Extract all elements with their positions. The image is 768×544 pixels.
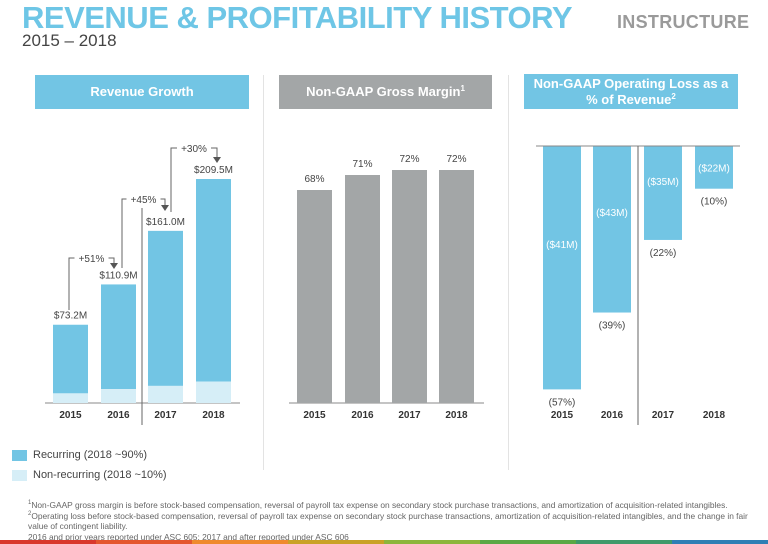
amount-label: ($35M) [647, 177, 679, 188]
bar-operating-loss-2016 [593, 146, 631, 313]
data-label: $110.9M [99, 270, 137, 281]
bar-recurring-2016 [101, 284, 136, 390]
x-tick-label: 2016 [351, 410, 374, 421]
growth-bracket [68, 257, 115, 310]
color-strip [0, 540, 768, 544]
bar-nonrecurring-2018 [196, 381, 231, 403]
x-tick-label: 2015 [551, 410, 574, 421]
growth-label: +30% [181, 144, 207, 155]
x-tick-label: 2018 [202, 410, 225, 421]
x-tick-label: 2017 [652, 410, 675, 421]
bar-operating-loss-2015 [543, 146, 581, 390]
amount-label: ($22M) [698, 163, 730, 174]
data-label: 71% [352, 159, 372, 170]
x-tick-label: 2018 [445, 410, 468, 421]
page-subtitle: 2015 – 2018 [22, 31, 117, 50]
data-label: $161.0M [146, 217, 185, 228]
legend-swatch-nonrecurring [12, 470, 27, 481]
growth-label: +45% [131, 195, 157, 206]
arrow-down-icon [213, 157, 221, 163]
data-label: (10%) [701, 197, 728, 208]
page-title: REVENUE & PROFITABILITY HISTORY [22, 0, 573, 35]
legend-label-nonrecurring: Non-recurring (2018 ~10%) [33, 469, 167, 481]
legend-label-recurring: Recurring (2018 ~90%) [33, 449, 148, 461]
gross-margin-header: Non-GAAP Gross Margin1 [279, 75, 492, 109]
arrow-down-icon [110, 263, 118, 269]
data-label: (39%) [599, 321, 626, 332]
footnote-2: 2Operating loss before stock-based compe… [28, 510, 748, 532]
x-tick-label: 2017 [398, 410, 421, 421]
amount-label: ($43M) [596, 208, 628, 219]
x-tick-label: 2015 [59, 410, 82, 421]
data-label: 72% [446, 154, 466, 165]
data-label: (22%) [650, 248, 677, 259]
growth-bracket [170, 147, 218, 212]
bar-recurring-2017 [148, 230, 183, 386]
bar-recurring-2018 [196, 179, 231, 382]
bar-nonrecurring-2015 [53, 393, 88, 403]
bar-recurring-2015 [53, 324, 88, 394]
footnote-3: 2016 and prior years reported under ASC … [28, 531, 349, 542]
x-tick-label: 2016 [601, 410, 624, 421]
gross-margin-title: Non-GAAP Gross Margin1 [306, 84, 465, 99]
growth-label: +51% [79, 254, 105, 265]
footnote-1: 1Non-GAAP gross margin is before stock-b… [28, 500, 728, 510]
x-tick-label: 2015 [303, 410, 326, 421]
bar-gross-margin-2018 [439, 170, 474, 403]
revenue-growth-header: Revenue Growth [35, 75, 249, 109]
x-tick-label: 2018 [703, 410, 726, 421]
data-label: 72% [399, 154, 419, 165]
brand-logo: INSTRUCTURE [617, 12, 750, 32]
data-label: 68% [304, 174, 324, 185]
footnotes: 1Non-GAAP gross margin is before stock-b… [28, 500, 758, 542]
arrow-down-icon [161, 205, 169, 211]
bar-gross-margin-2016 [345, 175, 380, 403]
charts-canvas: $73.2M 2015 $110.9M 2016 $161.0M 2017 $209.5M 2… [45, 144, 740, 425]
operating-loss-header: Non-GAAP Operating Loss as a% of Revenue… [524, 74, 738, 109]
data-label: $209.5M [194, 165, 233, 176]
panel-divider [263, 75, 264, 470]
x-tick-label: 2016 [107, 410, 130, 421]
bar-operating-loss-2018 [695, 146, 733, 189]
data-label: (57%) [549, 397, 576, 408]
bar-gross-margin-2017 [392, 170, 427, 403]
panel-divider [508, 75, 509, 470]
bar-operating-loss-2017 [644, 146, 682, 240]
x-tick-label: 2017 [154, 410, 177, 421]
operating-loss-title: Non-GAAP Operating Loss as a% of Revenue… [533, 75, 729, 107]
bar-gross-margin-2015 [297, 190, 332, 403]
revenue-growth-title: Revenue Growth [90, 84, 194, 99]
amount-label: ($41M) [546, 240, 578, 251]
bar-nonrecurring-2016 [101, 389, 136, 403]
data-label: $73.2M [54, 311, 87, 322]
bar-nonrecurring-2017 [148, 385, 183, 403]
growth-bracket [121, 198, 166, 268]
legend-swatch-recurring [12, 450, 27, 461]
